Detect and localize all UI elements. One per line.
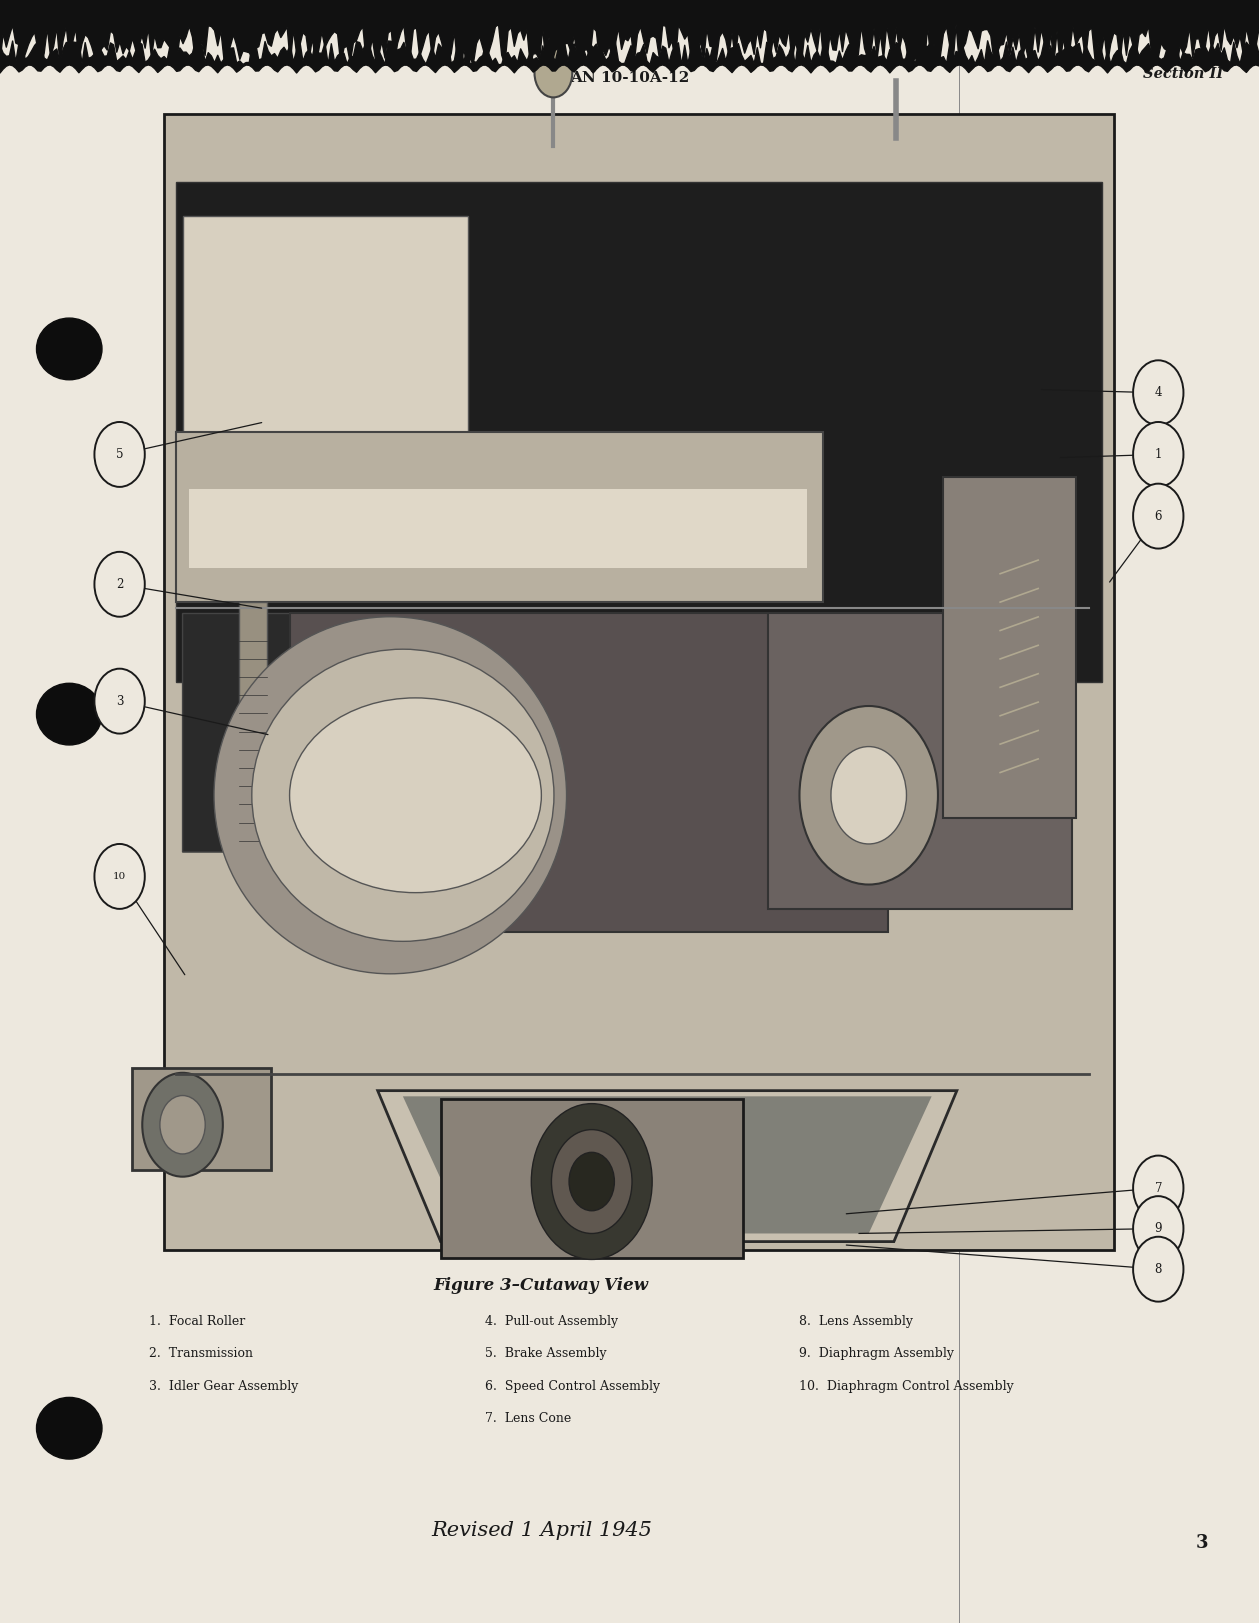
Text: 4.  Pull-out Assembly: 4. Pull-out Assembly: [485, 1315, 618, 1328]
Text: 8.  Lens Assembly: 8. Lens Assembly: [799, 1315, 914, 1328]
Circle shape: [94, 669, 145, 734]
Circle shape: [94, 844, 145, 909]
Ellipse shape: [37, 683, 102, 745]
FancyBboxPatch shape: [176, 182, 1102, 682]
Text: 7: 7: [1155, 1182, 1162, 1195]
Text: 4: 4: [1155, 386, 1162, 399]
Text: 1: 1: [1155, 448, 1162, 461]
Circle shape: [535, 49, 573, 97]
Text: 10: 10: [113, 872, 126, 881]
Text: 2.  Transmission: 2. Transmission: [149, 1347, 253, 1360]
Circle shape: [1133, 1196, 1183, 1261]
Ellipse shape: [290, 698, 541, 893]
Circle shape: [1133, 422, 1183, 487]
Text: 7.  Lens Cone: 7. Lens Cone: [485, 1412, 572, 1425]
Circle shape: [94, 552, 145, 617]
Text: Figure 3–Cutaway View: Figure 3–Cutaway View: [434, 1277, 648, 1294]
FancyBboxPatch shape: [132, 1068, 271, 1170]
Circle shape: [160, 1096, 205, 1154]
FancyBboxPatch shape: [189, 489, 807, 568]
Polygon shape: [403, 1097, 932, 1233]
FancyBboxPatch shape: [441, 1099, 743, 1258]
FancyBboxPatch shape: [768, 613, 1073, 909]
Circle shape: [569, 1152, 614, 1211]
Text: 3: 3: [1196, 1534, 1209, 1552]
Text: 5: 5: [116, 448, 123, 461]
FancyBboxPatch shape: [239, 602, 267, 852]
Text: AN 10-10A-12: AN 10-10A-12: [570, 71, 689, 86]
Circle shape: [551, 1130, 632, 1233]
Text: Section II: Section II: [1143, 67, 1224, 81]
Text: Revised 1 April 1945: Revised 1 April 1945: [431, 1521, 652, 1540]
Text: 3: 3: [116, 695, 123, 708]
Polygon shape: [183, 613, 403, 852]
FancyBboxPatch shape: [164, 114, 1114, 1250]
Text: 6: 6: [1155, 510, 1162, 523]
Text: 6.  Speed Control Assembly: 6. Speed Control Assembly: [485, 1380, 660, 1393]
Circle shape: [1133, 1237, 1183, 1302]
Text: 5.  Brake Assembly: 5. Brake Assembly: [485, 1347, 607, 1360]
Circle shape: [799, 706, 938, 885]
FancyBboxPatch shape: [183, 216, 468, 477]
Circle shape: [1133, 1156, 1183, 1220]
Circle shape: [831, 747, 906, 844]
Text: 10.  Diaphragm Control Assembly: 10. Diaphragm Control Assembly: [799, 1380, 1015, 1393]
FancyBboxPatch shape: [176, 432, 822, 602]
Polygon shape: [378, 1091, 957, 1242]
Text: 8: 8: [1155, 1263, 1162, 1276]
Text: 9: 9: [1155, 1222, 1162, 1235]
Text: 3.  Idler Gear Assembly: 3. Idler Gear Assembly: [149, 1380, 298, 1393]
Circle shape: [142, 1073, 223, 1177]
Circle shape: [94, 422, 145, 487]
Text: 9.  Diaphragm Assembly: 9. Diaphragm Assembly: [799, 1347, 954, 1360]
Circle shape: [1133, 484, 1183, 549]
Ellipse shape: [252, 649, 554, 941]
FancyBboxPatch shape: [290, 613, 889, 932]
FancyBboxPatch shape: [943, 477, 1076, 818]
Text: 1.  Focal Roller: 1. Focal Roller: [149, 1315, 244, 1328]
Circle shape: [531, 1104, 652, 1259]
Circle shape: [1133, 360, 1183, 425]
Ellipse shape: [37, 1397, 102, 1459]
Ellipse shape: [214, 617, 567, 974]
Text: 2: 2: [116, 578, 123, 591]
Ellipse shape: [37, 318, 102, 380]
